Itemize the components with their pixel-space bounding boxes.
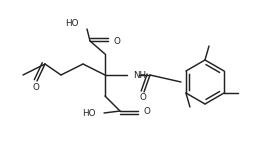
Text: HO: HO [66,19,79,29]
Text: NH: NH [133,70,146,79]
Text: O: O [140,94,146,103]
Text: HO: HO [83,109,96,119]
Text: O: O [144,106,151,116]
Text: O: O [32,82,40,92]
Text: O: O [114,36,121,46]
